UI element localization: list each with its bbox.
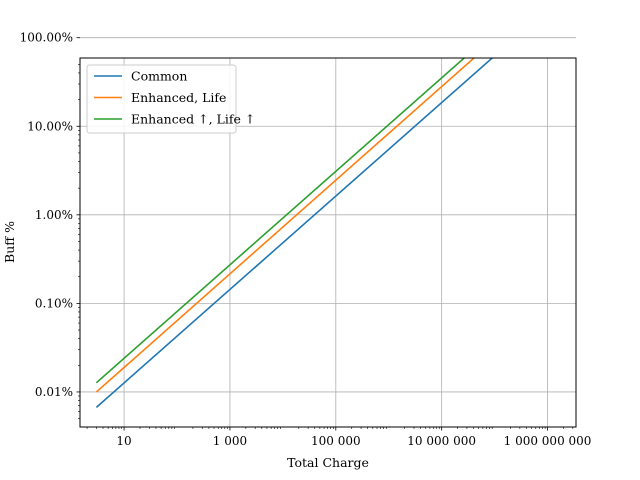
plot-frame <box>79 57 577 428</box>
y-tick-label: 1.00% <box>35 208 73 222</box>
series-lines <box>95 58 494 408</box>
legend-label: Common <box>131 69 187 84</box>
x-tick-label: 1 000 000 000 <box>504 434 592 448</box>
x-tick-label: 10 <box>116 434 131 448</box>
y-tick-label: 0.10% <box>35 296 73 310</box>
x-axis-label: Total Charge <box>287 455 369 470</box>
series-line-1 <box>95 58 494 408</box>
y-tick-label: 10.00% <box>27 119 73 133</box>
series-line-3 <box>95 58 466 384</box>
y-axis: 0.01% 0.10% 1.00% 10.00% 100.00% <box>20 31 80 419</box>
legend-label: Enhanced, Life <box>131 90 226 105</box>
x-tick-label: 100 000 <box>311 434 361 448</box>
legend-label: Enhanced ↑, Life ↑ <box>131 112 255 127</box>
x-axis: 10 1 000 100 000 10 000 000 1 000 000 000 <box>86 427 592 448</box>
series-line-2 <box>95 58 476 393</box>
y-tick-label: 100.00% <box>20 31 73 45</box>
legend: Common Enhanced, Life Enhanced ↑, Life ↑ <box>86 64 255 134</box>
x-tick-label: 10 000 000 <box>407 434 476 448</box>
x-tick-label: 1 000 <box>213 434 247 448</box>
y-axis-label: Buff % <box>2 221 17 263</box>
legend-box <box>86 64 237 134</box>
y-tick-label: 0.01% <box>35 385 73 399</box>
